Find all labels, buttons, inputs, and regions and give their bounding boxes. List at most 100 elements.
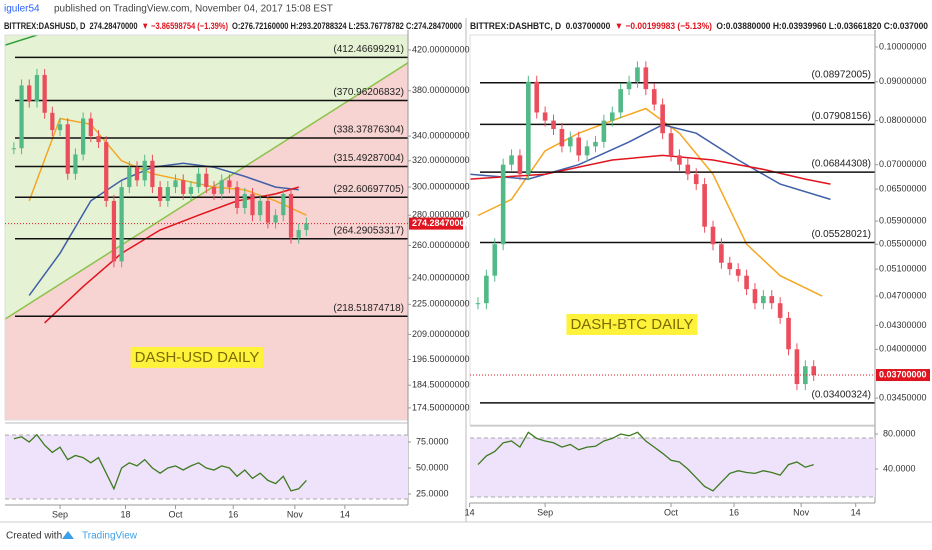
candle [567,137,573,147]
x-tick-label: 16 [228,509,238,519]
candle [685,164,691,175]
candle [204,173,209,188]
footer-brand[interactable]: TradingView [82,531,138,542]
rsi-tick-label: 50.0000 [416,462,449,472]
candle [693,174,699,185]
candle [96,136,101,143]
candle [150,160,155,188]
y-tick-label: 280.00000000 [412,210,470,220]
fib-label: (0.05528021) [812,229,872,240]
fib-label: (264.29053317) [333,225,404,236]
candle [551,120,556,129]
candle [584,146,590,156]
candle [227,180,232,188]
candle [500,164,506,245]
candle [777,303,783,318]
y-tick-label: 0.05500000 [879,239,927,249]
candle [104,142,109,201]
candle [242,193,247,208]
zone-red [5,62,408,420]
candle [234,187,240,208]
last-price-label: 0.03700000 [879,369,927,379]
candle [626,81,632,90]
fib-label: (0.07908156) [812,111,872,122]
candle [65,124,70,174]
x-tick-label: Sep [52,509,68,519]
header-price: 0.03700000 [566,21,611,32]
rsi-band [5,435,408,499]
candle [719,244,724,263]
candle [668,133,674,156]
header-ohlc: O:0.03880000 H:0.03939960 L:0.03661820 C… [716,21,928,32]
last-price-box [409,217,463,230]
candle [134,167,140,181]
y-tick-label: 340.00000000 [412,130,470,140]
candle [609,112,615,121]
x-tick-label: 14 [465,507,475,517]
x-tick-label: 14 [340,509,350,519]
y-tick-label: 174.50000000 [412,402,470,412]
candle [288,193,294,238]
candle [651,89,657,105]
candle [677,155,682,165]
candle [601,120,607,142]
publisher[interactable]: iguler54 [4,4,40,15]
candle [803,366,808,385]
candle [710,226,716,245]
candle [727,262,733,270]
candle [158,187,163,201]
rsi-line [477,431,814,492]
y-tick-label: 184.50000000 [412,380,470,390]
rsi-tick-label: 75.0000 [416,436,449,446]
header-symbol: BITTREX:DASHUSD, D [4,21,86,32]
chart-label: DASH-BTC DAILY [570,316,693,333]
candle [34,74,40,102]
candle [509,155,514,165]
y-tick-label: 0.05900000 [879,215,927,225]
rsi-band [470,438,875,497]
candle [296,230,301,238]
candle [42,74,47,113]
candle [281,193,286,216]
header-change: ▼ −0.00199983 (−5.13%) [615,21,712,32]
candle [119,187,124,262]
fib-label: (218.51874718) [333,303,404,314]
header-ohlc: O:276.72160000 H:293.20788324 L:253.7677… [232,21,462,32]
candle [534,81,540,113]
y-tick-label: 300.00000000 [412,181,470,191]
candle [142,160,147,181]
candle [542,112,548,121]
candle [576,137,582,156]
y-tick-label: 0.10000000 [879,41,927,51]
candle [517,155,523,175]
y-tick-label: 240.00000000 [412,272,470,282]
candle [88,118,93,137]
fib-label: (315.49287004) [333,153,404,164]
candle [111,200,117,262]
y-tick-label: 209.00000000 [412,329,470,339]
x-tick-label: Oct [169,509,184,519]
candle [702,184,707,227]
fib-label: (338.37876304) [333,125,404,136]
candle [484,275,489,304]
candle [173,180,178,188]
rsi-line [13,433,307,492]
candle [265,200,271,223]
candle [250,193,255,216]
candle [50,112,55,131]
candle [794,349,800,385]
y-tick-label: 225.00000000 [412,299,470,309]
candle [81,118,86,155]
rsi-tick-label: 40.0000 [883,463,916,473]
candle [165,187,170,201]
y-tick-label: 0.04300000 [879,320,927,330]
header-symbol: BITTREX:DASHBTC, D [470,21,561,32]
y-tick-label: 0.03450000 [879,392,927,402]
plot [470,61,875,404]
chart-header: BITTREX:DASHUSD, D274.28470000 ▼ −3.86598… [4,21,462,32]
chart-label-box [566,313,698,335]
y-tick-label: 260.00000000 [412,240,470,250]
candle [643,67,649,90]
overlay-line [5,35,40,46]
